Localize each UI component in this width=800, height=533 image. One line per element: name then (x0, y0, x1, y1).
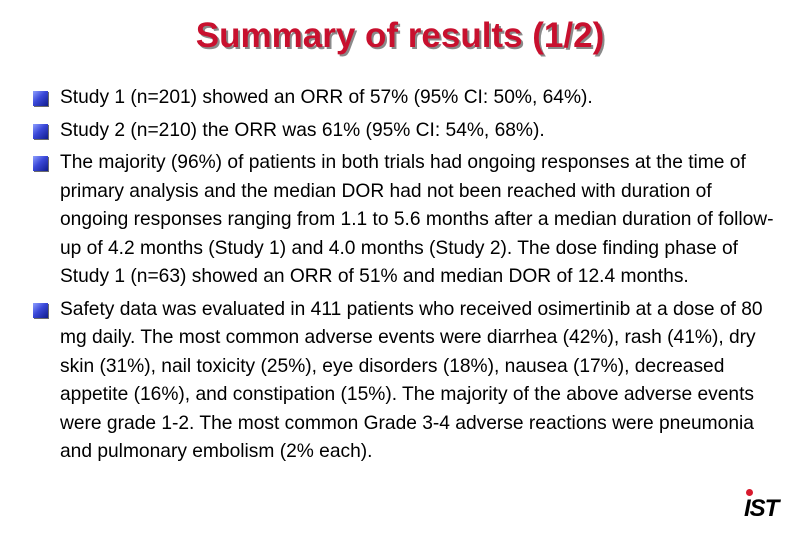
bullet-text: Safety data was evaluated in 411 patient… (60, 298, 763, 463)
bullet-text: Study 1 (n=201) showed an ORR of 57% (95… (60, 87, 593, 108)
blue-square-bullet-icon (33, 302, 48, 318)
bullet-list: Study 1 (n=201) showed an ORR of 57% (95… (33, 84, 778, 471)
bullet-text: The majority (96%) of patients in both t… (60, 152, 774, 287)
red-dot-icon (746, 489, 753, 496)
blue-square-bullet-icon (33, 123, 48, 139)
slide-title: Summary of results (1/2) (195, 16, 605, 55)
blue-square-bullet-icon (33, 156, 48, 171)
bullet-item-safety: Safety data was evaluated in 411 patient… (33, 296, 778, 467)
bullet-text: Study 2 (n=210) the ORR was 61% (95% CI:… (60, 119, 545, 141)
blue-square-bullet-icon (33, 91, 48, 106)
ist-logo: IST (744, 488, 784, 524)
logo-text: IST (744, 495, 779, 522)
bullet-item-study-1: Study 1 (n=201) showed an ORR of 57% (95… (33, 84, 778, 113)
bullet-item-study-2: Study 2 (n=210) the ORR was 61% (95% CI:… (33, 117, 778, 146)
bullet-item-responses: The majority (96%) of patients in both t… (33, 149, 778, 292)
